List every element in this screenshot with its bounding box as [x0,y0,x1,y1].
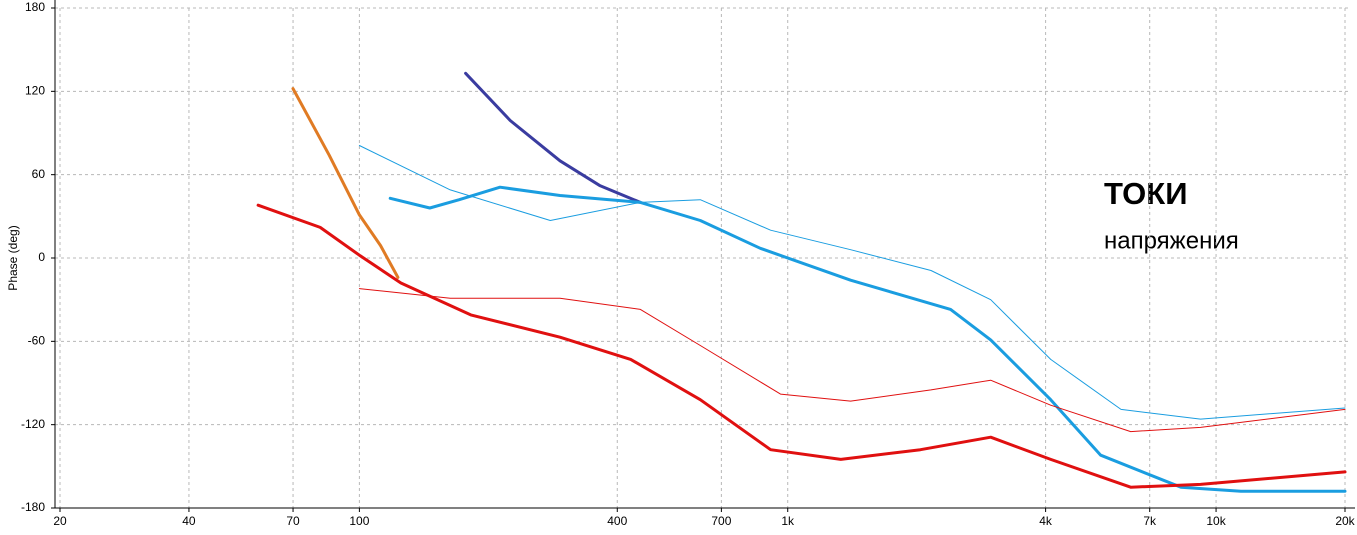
x-tick-label: 100 [349,514,369,528]
y-axis-label: Phase (deg) [6,225,20,290]
y-tick-label: 60 [32,167,46,181]
series-line [256,203,1347,489]
annotation: напряжения [1104,227,1239,254]
y-tick-label: 180 [25,0,45,14]
y-tick-label: -60 [28,334,46,348]
x-tick-label: 40 [182,514,196,528]
x-tick-label: 7k [1143,514,1157,528]
y-tick-label: 0 [38,250,45,264]
y-tick-label: -180 [21,500,45,514]
x-tick-label: 400 [607,514,627,528]
series-line [388,185,1347,493]
series-line [464,71,642,204]
x-tick-label: 10k [1206,514,1226,528]
x-tick-label: 700 [711,514,731,528]
y-tick-label: 120 [25,84,45,98]
x-tick-label: 20 [53,514,67,528]
x-tick-label: 4k [1039,514,1053,528]
y-tick-label: -120 [21,417,45,431]
series-line [291,87,400,279]
x-tick-label: 70 [286,514,300,528]
annotation: ТОКИ [1104,176,1187,211]
series-line [358,288,1346,433]
x-tick-label: 20k [1335,514,1355,528]
series-line [358,145,1346,420]
x-tick-label: 1k [781,514,795,528]
